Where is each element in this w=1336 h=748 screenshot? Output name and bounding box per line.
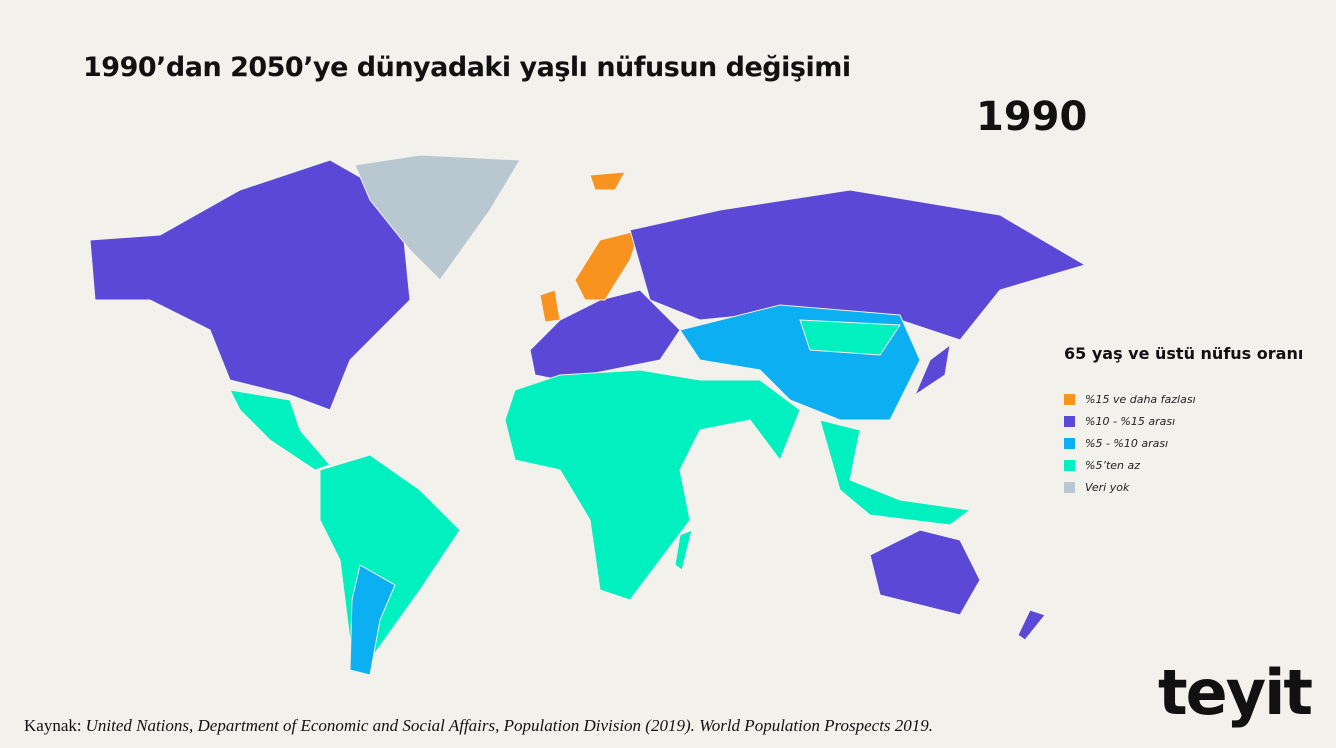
legend: %15 ve daha fazlası %10 - %15 arası %5 - %… bbox=[1064, 388, 1196, 498]
central-america bbox=[229, 389, 331, 471]
legend-label: Veri yok bbox=[1085, 480, 1130, 494]
legend-swatch bbox=[1064, 415, 1075, 427]
legend-item: %5’ten az bbox=[1064, 454, 1196, 476]
legend-label: %5 - %10 arası bbox=[1085, 436, 1169, 450]
russia bbox=[629, 189, 1087, 341]
mongolia bbox=[799, 319, 901, 356]
argentina bbox=[349, 564, 396, 676]
europe bbox=[529, 289, 681, 381]
uk bbox=[539, 289, 561, 323]
title: 1990’dan 2050’ye dünyadaki yaşlı nüfusun… bbox=[83, 52, 851, 83]
logo: teyit bbox=[1158, 656, 1313, 729]
southeast-asia bbox=[819, 419, 972, 526]
legend-label: %15 ve daha fazlası bbox=[1085, 392, 1196, 406]
madagascar bbox=[674, 529, 693, 571]
south-america bbox=[319, 454, 461, 661]
source-prefix: Kaynak: bbox=[24, 716, 82, 735]
africa-middle-east-india bbox=[504, 369, 801, 601]
japan bbox=[913, 343, 951, 397]
legend-swatch bbox=[1064, 437, 1075, 449]
legend-label: %5’ten az bbox=[1085, 458, 1141, 472]
legend-item: %15 ve daha fazlası bbox=[1064, 388, 1196, 410]
legend-item: Veri yok bbox=[1064, 476, 1196, 498]
legend-swatch bbox=[1064, 481, 1075, 493]
source-text: United Nations, Department of Economic a… bbox=[85, 716, 934, 735]
legend-label: %10 - %15 arası bbox=[1085, 414, 1176, 428]
scandinavia bbox=[574, 229, 641, 301]
australia bbox=[869, 529, 981, 616]
new-zealand bbox=[1017, 609, 1046, 641]
greenland bbox=[354, 154, 521, 281]
source: Kaynak: United Nations, Department of Eco… bbox=[24, 716, 933, 736]
iceland bbox=[589, 171, 626, 191]
north-america bbox=[89, 159, 411, 411]
legend-item: %10 - %15 arası bbox=[1064, 410, 1196, 432]
legend-item: %5 - %10 arası bbox=[1064, 432, 1196, 454]
year: 1990 bbox=[976, 94, 1088, 140]
legend-swatch bbox=[1064, 393, 1075, 405]
legend-swatch bbox=[1064, 459, 1075, 471]
legend-title: 65 yaş ve üstü nüfus oranı bbox=[1064, 344, 1304, 363]
